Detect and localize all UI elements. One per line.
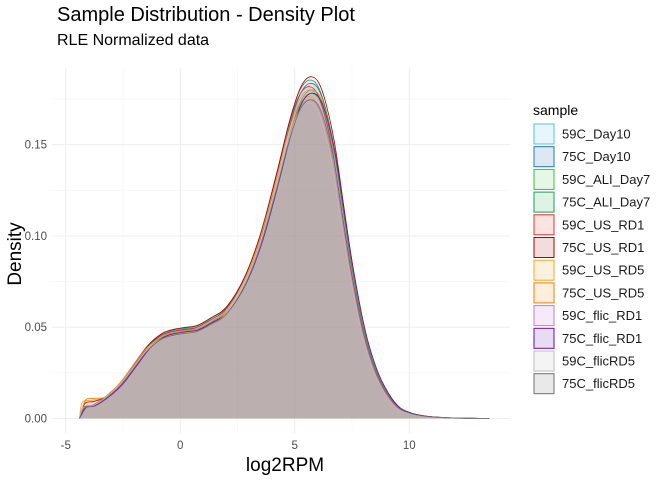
density-lines <box>79 76 490 419</box>
x-tick-label: 10 <box>403 440 416 452</box>
legend-label: 75C_ALI_Day7 <box>562 195 650 210</box>
x-tick-label: 0 <box>177 440 183 452</box>
legend-label: 75C_Day10 <box>562 149 631 164</box>
legend-key-75C_US_RD1 <box>533 237 555 258</box>
legend-key-75C_US_RD5 <box>533 282 555 304</box>
legend-items: 59C_Day10 75C_Day10 59C_ALI_Day7 75C_ALI_Da… <box>533 123 650 395</box>
x-axis-title: log2RPM <box>246 455 324 476</box>
legend-label: 75C_flic_RD1 <box>562 331 642 346</box>
density-area-59C_flicRD5 <box>79 102 490 419</box>
chart-subtitle: RLE Normalized data <box>57 32 209 49</box>
legend-key-75C_flicRD5 <box>533 373 555 395</box>
legend-label: 59C_Day10 <box>562 127 631 142</box>
density-area-59C_ALI_Day7 <box>79 93 490 419</box>
y-tick-label: 0.10 <box>25 231 47 243</box>
legend-key-75C_flic_RD1 <box>533 327 555 349</box>
legend-label: 75C_US_RD1 <box>562 240 644 255</box>
density-line-75C_flicRD5 <box>79 99 490 419</box>
legend-key-59C_flic_RD1 <box>533 305 555 327</box>
x-axis-ticks: -5 0 5 10 <box>61 440 416 452</box>
legend: sample 59C_Day10 75C_Day10 59C_ALI_Day7 75C… <box>533 102 650 395</box>
chart-title: Sample Distribution - Density Plot <box>57 4 355 26</box>
legend-key-75C_ALI_Day7 <box>533 191 555 213</box>
density-area-59C_flic_RD1 <box>79 99 490 419</box>
legend-key-59C_US_RD1 <box>533 214 555 236</box>
legend-label: 59C_ALI_Day7 <box>562 172 650 187</box>
density-area-75C_flic_RD1 <box>79 93 490 419</box>
legend-key-59C_US_RD5 <box>533 259 555 281</box>
y-tick-label: 0.00 <box>25 413 47 425</box>
y-axis-title: Density <box>5 222 26 286</box>
plot-area <box>52 68 510 433</box>
density-area-59C_US_RD1 <box>79 86 490 419</box>
legend-key-75C_Day10 <box>533 146 555 168</box>
legend-label: 75C_flicRD5 <box>562 376 635 391</box>
y-axis-ticks: 0.00 0.05 0.10 0.15 <box>25 140 47 426</box>
legend-label: 59C_US_RD5 <box>562 263 644 278</box>
legend-key-59C_Day10 <box>533 123 555 145</box>
legend-label: 59C_US_RD1 <box>562 217 644 232</box>
density-area-75C_flicRD5 <box>79 99 490 419</box>
y-tick-label: 0.05 <box>25 322 47 334</box>
grid-major <box>52 68 510 433</box>
x-tick-label: 5 <box>292 440 298 452</box>
density-area-59C_Day10 <box>79 89 490 419</box>
legend-label: 59C_flic_RD1 <box>562 308 642 323</box>
density-fills <box>79 76 490 419</box>
legend-label: 59C_flicRD5 <box>562 354 635 369</box>
legend-label: 75C_US_RD5 <box>562 285 644 300</box>
legend-title: sample <box>533 102 578 118</box>
legend-key-59C_ALI_Day7 <box>533 168 555 190</box>
legend-key-59C_flicRD5 <box>533 350 555 372</box>
x-tick-label: -5 <box>61 440 71 452</box>
y-tick-label: 0.15 <box>25 140 47 152</box>
density-area-59C_US_RD5 <box>79 96 490 419</box>
density-area-75C_US_RD5 <box>79 89 490 419</box>
